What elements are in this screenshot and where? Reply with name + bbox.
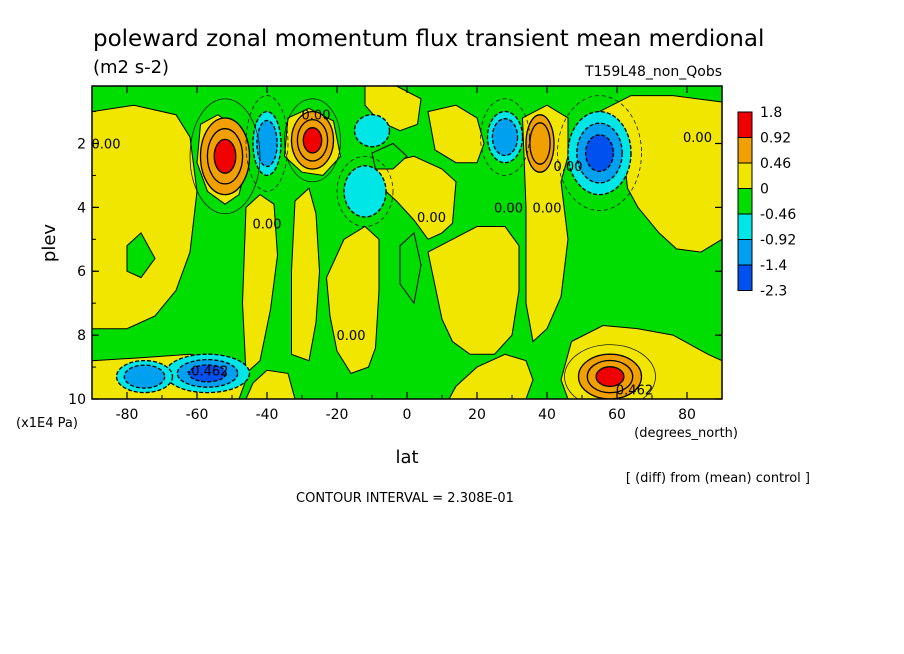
colorbar-label: 1.8 (760, 105, 782, 121)
maximum-contour (213, 138, 237, 174)
x-tick-label: 80 (678, 407, 696, 423)
positive-region (241, 193, 279, 375)
minimum-contour (123, 364, 166, 389)
x-axis-label: lat (395, 447, 418, 468)
contour-line (284, 98, 341, 183)
colorbar-label: 0.46 (760, 156, 791, 172)
minimum-contour (353, 114, 391, 148)
minimum-contour (256, 119, 278, 168)
x-tick-label: 60 (608, 407, 626, 423)
colorbar-swatch (737, 137, 753, 164)
colorbar-swatch (737, 111, 753, 138)
x-tick-label: -80 (116, 407, 139, 423)
negative-pocket (371, 142, 408, 170)
contour-label: 0.00 (337, 329, 366, 344)
minimum-contour (343, 165, 387, 218)
colorbar-swatch (737, 188, 753, 215)
contour-label: 0.00 (253, 217, 282, 232)
plot-area (92, 86, 722, 399)
x-tick-label: 20 (468, 407, 486, 423)
colorbar-swatch (737, 213, 753, 240)
negative-pocket (399, 231, 422, 305)
contour-line (245, 95, 289, 192)
contour-label: 0.00 (302, 109, 331, 124)
contour-line (564, 344, 656, 399)
contour-line (336, 155, 394, 227)
chart-title: poleward zonal momentum flux transient m… (93, 26, 764, 52)
y-axis-label: plev (39, 224, 60, 263)
y-axis: 2 4 6 8 10 (68, 111, 722, 408)
minimum-contour (188, 364, 227, 383)
positive-region (245, 369, 296, 399)
colorbar-label: -0.92 (760, 233, 796, 249)
maximum-contour (529, 122, 551, 165)
contour-line (480, 98, 530, 176)
positive-region (427, 104, 485, 164)
contour-interval: CONTOUR INTERVAL = 2.308E-01 (296, 491, 514, 506)
positive-region (448, 353, 534, 399)
colorbar-label: 0 (760, 182, 769, 198)
x-tick-label: 40 (538, 407, 556, 423)
experiment-label: T159L48_non_Qobs (584, 64, 722, 80)
colorbar-swatch (737, 264, 753, 291)
colorbar: 1.8 0.92 0.46 0 -0.46 -0.92 -1.4 -2.3 (737, 105, 796, 300)
contour-labels: 0.00 0.00 0.00 0.00 0.00 0.00 0.00 0.00 0.00 -0.4… (92, 109, 712, 399)
contour-label: 0.00 (533, 201, 562, 216)
x-tick-label: -60 (186, 407, 209, 423)
contour-label: 0.00 (92, 138, 121, 153)
y-tick-label: 10 (68, 392, 86, 408)
y-axis-units: (x1E4 Pa) (16, 416, 78, 431)
positive-region (427, 226, 520, 355)
minimum-contour (584, 134, 615, 173)
maximum-contour (302, 127, 323, 154)
contour-label: 0.00 (494, 201, 523, 216)
contour-label: 0.00 (683, 131, 712, 146)
contour-label: 0.00 (554, 160, 583, 175)
x-tick-label: -20 (326, 407, 349, 423)
x-tick-label: 0 (403, 407, 412, 423)
contour-line (557, 95, 642, 211)
contour-line (189, 98, 261, 215)
minimum-contour (491, 118, 519, 157)
colorbar-label: 0.92 (760, 131, 791, 147)
y-tick-label: 6 (77, 264, 86, 280)
x-axis: -80 -60 -40 -20 0 20 40 60 80 (91, 86, 723, 423)
colorbar-label: -2.3 (760, 284, 787, 300)
colorbar-label: -1.4 (760, 258, 787, 274)
positive-region (291, 187, 321, 362)
contour-label: -0.462 (187, 364, 229, 379)
maximum-contour (595, 366, 625, 388)
contour-label: 0.462 (616, 383, 653, 398)
x-axis-units: (degrees_north) (634, 426, 738, 441)
positive-region (92, 104, 198, 330)
positive-region (325, 225, 380, 375)
chart-units: (m2 s-2) (93, 57, 169, 78)
x-tick-label: -40 (256, 407, 279, 423)
colorbar-label: -0.46 (760, 207, 796, 223)
colorbar-swatch (737, 162, 753, 189)
y-tick-label: 2 (77, 136, 86, 152)
y-tick-label: 8 (77, 328, 86, 344)
negative-pocket (126, 232, 156, 279)
diff-note: [ (diff) from (mean) control ] (626, 471, 810, 486)
y-tick-label: 4 (77, 200, 86, 216)
contour-label: 0.00 (417, 211, 446, 226)
colorbar-swatch (737, 239, 753, 266)
